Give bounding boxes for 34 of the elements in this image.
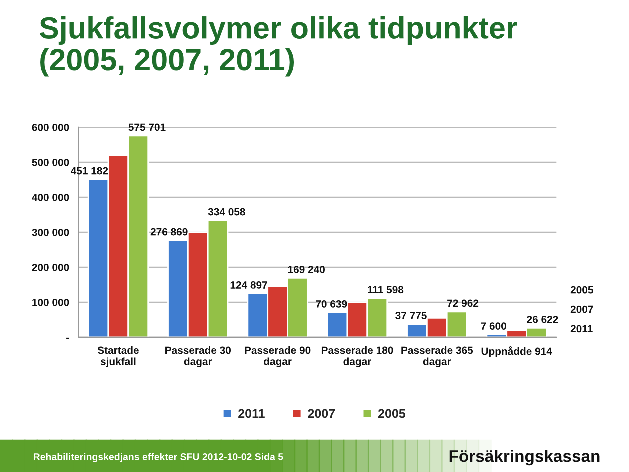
data-label: 276 869 bbox=[150, 228, 188, 236]
x-tick-label: Passerade 30 dagar bbox=[166, 346, 232, 368]
data-label: 334 058 bbox=[208, 208, 246, 216]
data-label: 111 598 bbox=[368, 286, 404, 294]
legend-label: 2007 bbox=[308, 409, 336, 418]
data-label: 37 775 bbox=[396, 312, 427, 320]
data-label: 169 240 bbox=[288, 266, 325, 274]
x-tick-label: Uppnådde 914 bbox=[482, 346, 552, 358]
data-label: 26 622 bbox=[527, 316, 558, 324]
legend-label: 2005 bbox=[378, 409, 406, 418]
x-tick-label: Passerade 90 dagar bbox=[245, 346, 311, 368]
data-label: 72 962 bbox=[448, 300, 479, 308]
data-label: 7 600 bbox=[481, 322, 506, 330]
chart-title: Sjukfallsvolymer olika tidpunkter (2005, 2007, 2011) bbox=[40, 16, 518, 77]
data-label: 575 701 bbox=[128, 124, 166, 132]
data-label: 451 182 bbox=[71, 167, 108, 175]
x-tick-label: Passerade 365 dagar bbox=[402, 346, 474, 368]
y-tick-label: 500 000 bbox=[32, 158, 70, 166]
x-tick-label: Startade sjukfall bbox=[98, 346, 139, 368]
x-tick-label: Passerade 180 dagar bbox=[322, 346, 394, 368]
y-tick-label: 100 000 bbox=[32, 298, 70, 306]
text: 2011 bbox=[570, 325, 593, 333]
text: 2005 bbox=[570, 286, 594, 294]
y-tick-label: 300 000 bbox=[32, 228, 70, 236]
y-tick-label: 400 000 bbox=[32, 194, 70, 202]
text: Försäkringskassan bbox=[450, 450, 600, 466]
text: 2007 bbox=[570, 306, 594, 314]
y-tick-label: 200 000 bbox=[32, 264, 70, 272]
legend-label: 2011 bbox=[238, 409, 265, 418]
text: Rehabiliteringskedjans effekter SFU 2012-10-02 Sida 5 bbox=[34, 453, 284, 462]
data-label: 70 639 bbox=[316, 300, 348, 308]
y-tick-label: - bbox=[66, 338, 70, 340]
y-tick-label: 600 000 bbox=[32, 124, 70, 132]
data-label: 124 897 bbox=[230, 282, 268, 289]
